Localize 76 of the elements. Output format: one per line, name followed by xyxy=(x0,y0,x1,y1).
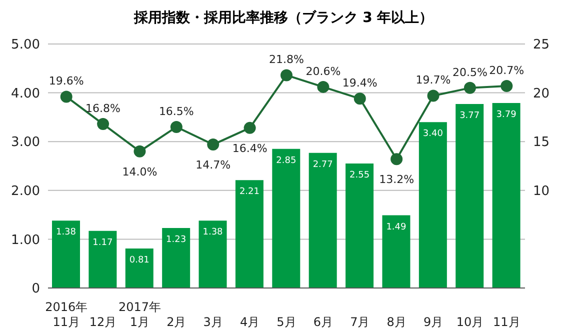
point xyxy=(317,80,330,93)
data-label: 16.4% xyxy=(232,142,268,155)
point xyxy=(280,69,292,82)
data-label: 3.77 xyxy=(460,111,480,122)
data-label: 3.40 xyxy=(422,129,444,140)
data-label: 1.23 xyxy=(166,234,186,245)
data-label: 2.77 xyxy=(312,160,333,170)
x-tick-label: 3月 xyxy=(203,315,223,329)
data-label: 3.79 xyxy=(496,110,517,120)
data-label: 20.6% xyxy=(306,64,341,78)
data-label: 14.0% xyxy=(122,165,158,178)
y-tick-label: 1.00 xyxy=(11,232,40,248)
y-tick-label: 0 xyxy=(32,282,40,297)
x-tick-label: 7月 xyxy=(350,315,370,329)
data-label: 16.8% xyxy=(86,102,121,116)
point xyxy=(207,138,220,151)
x-tick-label: 2月 xyxy=(166,315,186,329)
point xyxy=(60,90,72,103)
data-label: 1.38 xyxy=(56,228,76,238)
y2-tick-label: 10 xyxy=(533,184,550,200)
point xyxy=(390,153,403,166)
data-label: 19.7% xyxy=(416,74,451,87)
bar xyxy=(125,248,154,288)
data-label: 1.38 xyxy=(202,228,224,238)
x-tick-label: 4月 xyxy=(240,315,260,329)
point xyxy=(170,120,182,133)
bar xyxy=(198,220,227,288)
bar xyxy=(382,215,410,288)
data-label: 20.5% xyxy=(452,66,488,79)
x-tick-label: 9月 xyxy=(423,315,444,329)
bar xyxy=(418,122,447,288)
data-label: 19.4% xyxy=(342,76,378,90)
data-label: 2.85 xyxy=(276,156,296,166)
point xyxy=(427,90,440,102)
point xyxy=(354,92,366,105)
bar xyxy=(52,220,80,288)
data-label: 2.55 xyxy=(350,170,370,181)
point xyxy=(97,118,110,130)
data-label: 13.2% xyxy=(379,173,414,186)
bar xyxy=(308,152,337,288)
x-tick-label: 2016年 11月 xyxy=(45,300,88,329)
point xyxy=(464,82,476,94)
x-tick-label: 10月 xyxy=(456,315,484,329)
chart-title: 採用指数・採用比率推移（ブランク 3 年以上） xyxy=(132,8,434,28)
y-tick-label: 2.00 xyxy=(11,184,40,200)
bar xyxy=(235,180,264,288)
y-tick-label: 3.00 xyxy=(11,135,40,150)
point xyxy=(134,145,146,158)
point xyxy=(500,80,513,92)
bar xyxy=(162,228,190,288)
x-tick-label: 5月 xyxy=(276,315,296,329)
data-label: 20.7% xyxy=(489,64,524,77)
x-tick-label: 8月 xyxy=(386,315,406,329)
x-tick-label: 2017年 1月 xyxy=(118,300,162,329)
data-label: 16.5% xyxy=(158,104,194,118)
x-tick-label: 11月 xyxy=(493,315,520,329)
y2-tick-label: 25 xyxy=(533,38,550,53)
y2-tick-label: 20 xyxy=(533,86,550,102)
data-label: 19.6% xyxy=(48,74,84,88)
data-label: 21.8% xyxy=(269,53,304,66)
data-label: 1.49 xyxy=(386,222,407,232)
y-tick-label: 4.00 xyxy=(11,86,40,102)
y-tick-label: 5.00 xyxy=(11,38,40,53)
bar xyxy=(88,230,117,288)
data-label: 0.81 xyxy=(129,255,150,266)
y2-tick-label: 15 xyxy=(533,135,550,150)
bar xyxy=(492,103,520,288)
data-label: 14.7% xyxy=(196,158,231,172)
bar xyxy=(456,104,484,288)
data-label: 1.17 xyxy=(92,238,113,248)
point xyxy=(244,122,256,134)
bar xyxy=(346,164,374,288)
x-tick-label: 6月 xyxy=(313,315,334,329)
bar xyxy=(272,148,300,288)
x-tick-label: 12月 xyxy=(89,315,117,329)
data-label: 2.21 xyxy=(239,187,260,198)
